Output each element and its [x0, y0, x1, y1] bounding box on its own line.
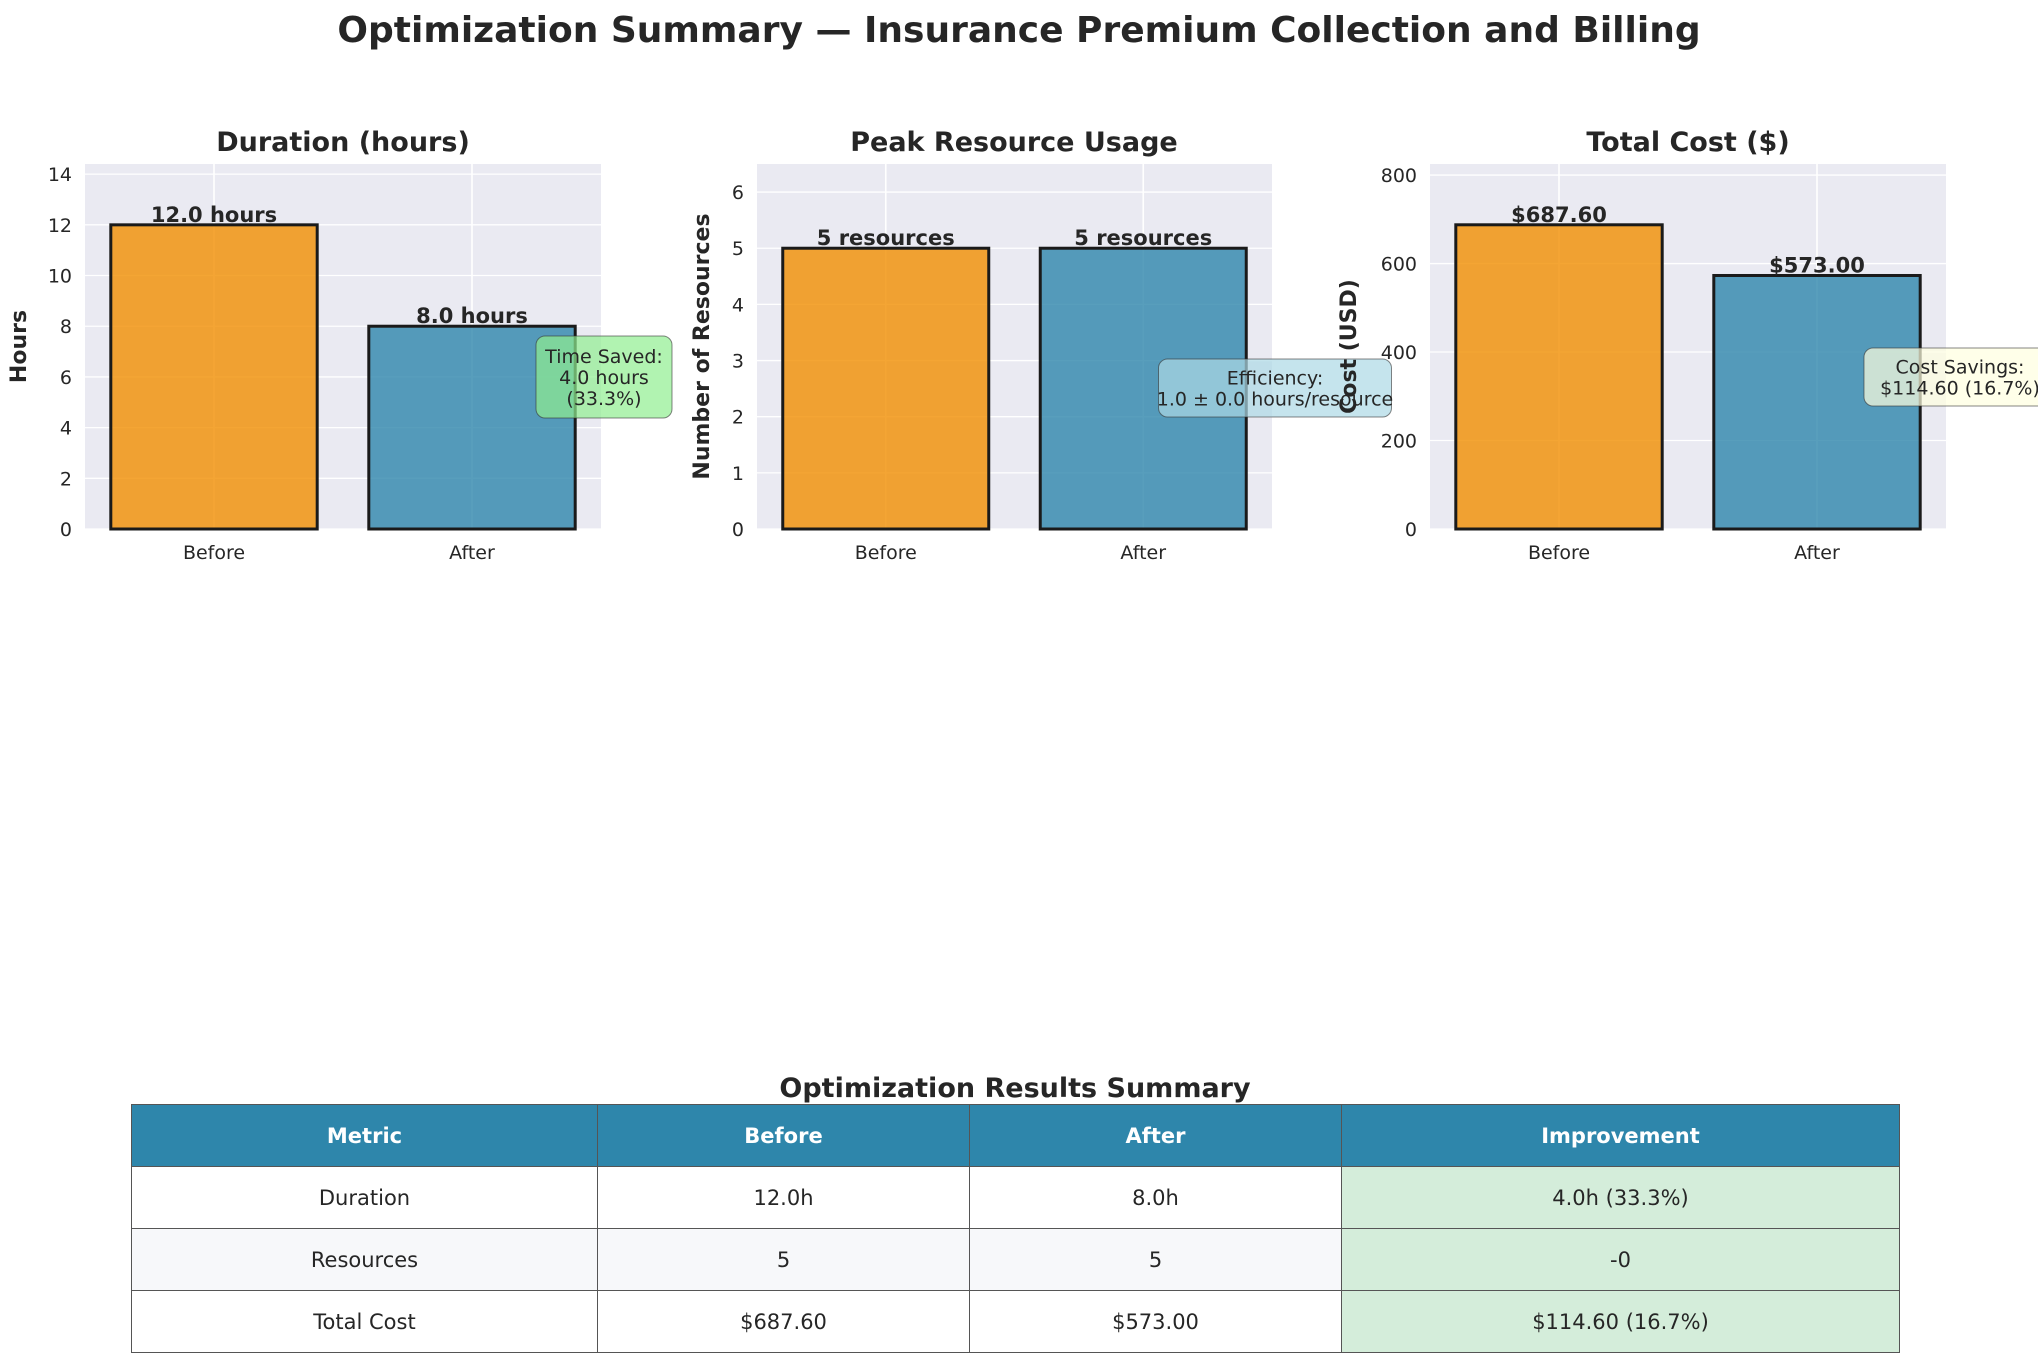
y-tick-label: 6 — [60, 367, 72, 389]
y-axis-label: Cost (USD) — [1337, 279, 1362, 414]
cell-after: 8.0h — [969, 1166, 1342, 1229]
figure-title: Optimization Summary — Insurance Premium… — [337, 10, 1700, 51]
bar-value-label: 5 resources — [817, 226, 955, 250]
chart-panel: 0 200 400 600 800 $687.60 Before $573.00 After To… — [1337, 127, 2038, 564]
bar-before — [781, 246, 991, 531]
subplot-title: Total Cost ($) — [1586, 127, 1789, 158]
annotation-text: Time Saved: — [544, 346, 663, 368]
cell-metric: Duration — [131, 1166, 598, 1229]
y-tick-label: 4 — [732, 294, 744, 316]
annotation-text: (33.3%) — [566, 388, 641, 410]
annotation-text: $114.60 (16.7%) — [1880, 378, 2038, 400]
y-tick-label: 3 — [732, 351, 744, 373]
table-row: Resources 5 5 -0 — [131, 1228, 1900, 1291]
chart-panel: 0 2 4 6 8 10 12 14 12.0 hours Before 8.0 hours Afte… — [7, 127, 673, 564]
x-tick-label: After — [1120, 542, 1166, 564]
x-tick-label: After — [1794, 542, 1840, 564]
bar-value-label: 5 resources — [1074, 226, 1212, 250]
header-before: Before — [597, 1104, 970, 1167]
y-axis-label: Number of Resources — [690, 213, 715, 479]
annotation-text: 1.0 ± 0.0 hours/resource — [1157, 389, 1393, 411]
header-after: After — [969, 1104, 1342, 1167]
cell-after: 5 — [969, 1228, 1342, 1291]
annotation-text: 4.0 hours — [559, 367, 649, 389]
bar-value-label: 12.0 hours — [151, 203, 277, 227]
y-tick-label: 600 — [1381, 254, 1417, 276]
cell-before: 5 — [597, 1228, 970, 1291]
y-tick-label: 2 — [732, 407, 744, 429]
y-tick-label: 400 — [1381, 342, 1417, 364]
header-improvement: Improvement — [1341, 1104, 1900, 1167]
table-row: Total Cost $687.60 $573.00 $114.60 (16.7… — [131, 1290, 1900, 1353]
y-tick-label: 14 — [48, 164, 72, 186]
y-tick-label: 800 — [1381, 165, 1417, 187]
subplot-title: Duration (hours) — [216, 127, 470, 158]
cell-improvement: 4.0h (33.3%) — [1341, 1166, 1900, 1229]
y-tick-label: 5 — [732, 238, 744, 260]
y-tick-label: 8 — [60, 316, 72, 338]
header-metric: Metric — [131, 1104, 598, 1167]
annotation-box — [1863, 347, 2038, 407]
y-tick-label: 10 — [48, 266, 72, 288]
x-tick-label: Before — [855, 542, 917, 564]
cell-metric: Resources — [131, 1228, 598, 1291]
cell-after: $573.00 — [969, 1290, 1342, 1353]
annotation-text: Cost Savings: — [1896, 357, 2025, 379]
x-tick-label: Before — [1528, 542, 1590, 564]
y-tick-label: 0 — [1405, 519, 1417, 541]
y-tick-label: 4 — [60, 418, 72, 440]
table-row: Duration 12.0h 8.0h 4.0h (33.3%) — [131, 1166, 1900, 1229]
y-tick-label: 6 — [732, 182, 744, 204]
y-tick-label: 2 — [60, 468, 72, 490]
y-tick-label: 1 — [732, 463, 744, 485]
cell-before: 12.0h — [597, 1166, 970, 1229]
summary-table: Metric Before After Improvement Duration… — [131, 1104, 1900, 1353]
bar-value-label: $687.60 — [1511, 203, 1607, 227]
x-tick-label: After — [449, 542, 495, 564]
table-header-row: Metric Before After Improvement — [131, 1104, 1900, 1167]
y-tick-label: 12 — [48, 215, 72, 237]
bar-before — [109, 223, 319, 531]
y-tick-label: 0 — [732, 519, 744, 541]
bar-value-label: $573.00 — [1769, 253, 1865, 277]
chart-panel: 0 1 2 3 4 5 6 5 resources Before 5 resources After… — [690, 127, 1393, 564]
subplot-title: Peak Resource Usage — [850, 127, 1178, 158]
annotation-box — [535, 335, 673, 419]
cell-before: $687.60 — [597, 1290, 970, 1353]
cell-metric: Total Cost — [131, 1290, 598, 1353]
y-tick-label: 200 — [1381, 431, 1417, 453]
bar-before — [1454, 223, 1664, 531]
cell-improvement: -0 — [1341, 1228, 1900, 1291]
x-tick-label: Before — [183, 542, 245, 564]
bar-value-label: 8.0 hours — [416, 304, 528, 328]
cell-improvement: $114.60 (16.7%) — [1341, 1290, 1900, 1353]
y-tick-label: 0 — [60, 519, 72, 541]
table-title: Optimization Results Summary — [779, 1073, 1251, 1104]
annotation-text: Efficiency: — [1227, 368, 1324, 390]
y-axis-label: Hours — [7, 310, 32, 383]
annotation-box — [1158, 358, 1392, 418]
